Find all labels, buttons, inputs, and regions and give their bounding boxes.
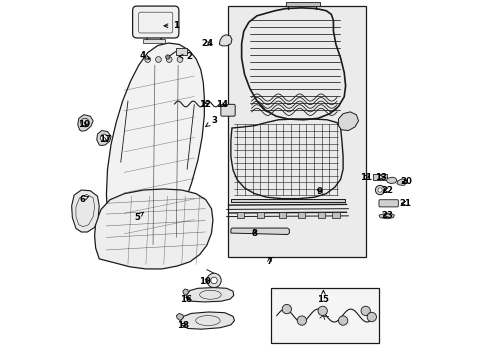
FancyBboxPatch shape bbox=[132, 6, 179, 38]
Polygon shape bbox=[72, 190, 99, 232]
Text: 24: 24 bbox=[202, 39, 214, 48]
Text: 4: 4 bbox=[139, 51, 149, 60]
Bar bbox=[175, 48, 187, 55]
Circle shape bbox=[206, 273, 221, 288]
Bar bbox=[372, 174, 386, 180]
Text: 11: 11 bbox=[359, 173, 371, 182]
Bar bbox=[285, 3, 319, 6]
Text: 12: 12 bbox=[199, 100, 211, 109]
Bar bbox=[332, 212, 339, 219]
Text: 7: 7 bbox=[266, 257, 272, 266]
Polygon shape bbox=[97, 131, 111, 145]
FancyBboxPatch shape bbox=[221, 104, 235, 116]
Polygon shape bbox=[78, 115, 93, 131]
Text: 1: 1 bbox=[163, 21, 179, 30]
Text: 6: 6 bbox=[79, 194, 88, 203]
Circle shape bbox=[360, 306, 369, 316]
Circle shape bbox=[377, 188, 382, 192]
Polygon shape bbox=[230, 228, 289, 234]
Circle shape bbox=[210, 277, 217, 284]
FancyBboxPatch shape bbox=[378, 200, 398, 207]
Text: 2: 2 bbox=[179, 52, 191, 61]
Polygon shape bbox=[378, 214, 394, 219]
Polygon shape bbox=[219, 35, 231, 46]
Circle shape bbox=[100, 134, 107, 141]
Circle shape bbox=[155, 57, 161, 62]
Bar bbox=[257, 212, 264, 219]
Polygon shape bbox=[338, 112, 358, 131]
Circle shape bbox=[375, 185, 384, 195]
Polygon shape bbox=[230, 199, 344, 202]
Circle shape bbox=[338, 316, 347, 325]
Text: 5: 5 bbox=[134, 212, 143, 222]
Text: 10: 10 bbox=[199, 276, 210, 285]
Text: 23: 23 bbox=[381, 211, 392, 220]
Text: 18: 18 bbox=[177, 321, 188, 330]
Text: 9: 9 bbox=[316, 187, 322, 196]
Text: 16: 16 bbox=[180, 294, 192, 303]
Text: 19: 19 bbox=[78, 120, 90, 129]
Bar bbox=[143, 39, 164, 43]
Bar bbox=[317, 212, 325, 219]
Text: 17: 17 bbox=[99, 135, 110, 144]
Circle shape bbox=[177, 57, 183, 62]
Circle shape bbox=[165, 55, 169, 59]
Text: 15: 15 bbox=[317, 291, 328, 303]
Polygon shape bbox=[186, 288, 233, 302]
Polygon shape bbox=[396, 179, 406, 185]
Bar bbox=[298, 212, 305, 219]
Bar bbox=[278, 212, 285, 219]
Circle shape bbox=[166, 57, 172, 62]
Bar bbox=[271, 288, 378, 343]
Polygon shape bbox=[386, 177, 396, 184]
Text: 8: 8 bbox=[251, 229, 257, 238]
Polygon shape bbox=[94, 189, 212, 269]
Bar bbox=[237, 212, 244, 219]
Text: 20: 20 bbox=[399, 177, 411, 186]
Polygon shape bbox=[183, 289, 188, 296]
Bar bbox=[228, 6, 366, 257]
Circle shape bbox=[144, 57, 150, 62]
Text: 22: 22 bbox=[381, 185, 392, 194]
Polygon shape bbox=[180, 312, 234, 329]
Circle shape bbox=[366, 312, 376, 321]
Polygon shape bbox=[176, 314, 183, 320]
Text: 13: 13 bbox=[374, 173, 386, 182]
Text: 3: 3 bbox=[205, 116, 217, 126]
Circle shape bbox=[317, 306, 326, 316]
Polygon shape bbox=[106, 43, 204, 258]
Text: 21: 21 bbox=[398, 199, 410, 208]
Text: 14: 14 bbox=[216, 100, 228, 109]
Circle shape bbox=[282, 305, 291, 314]
Circle shape bbox=[297, 316, 306, 325]
